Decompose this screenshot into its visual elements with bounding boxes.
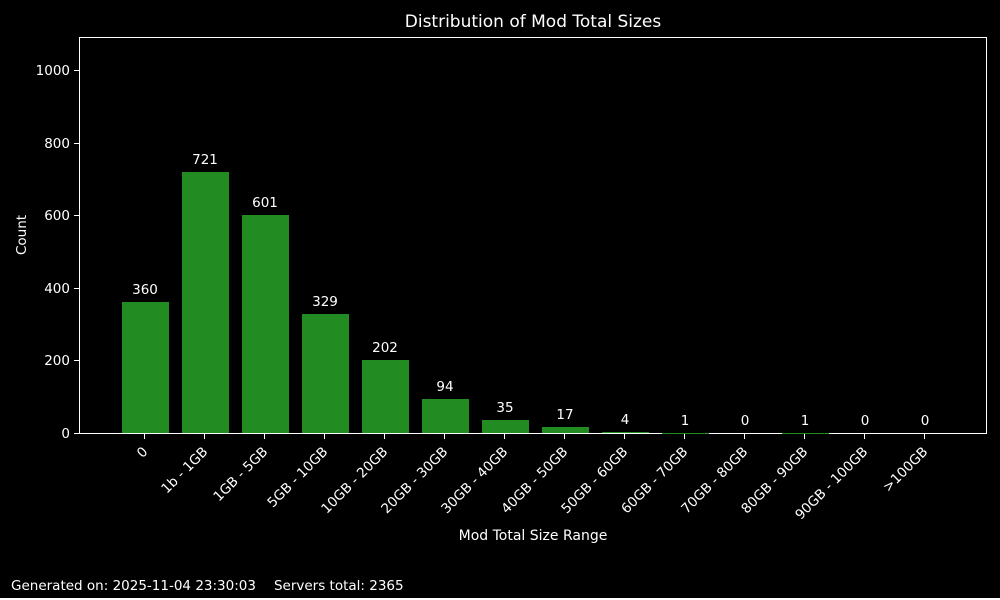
x-axis-title: Mod Total Size Range [458, 528, 608, 544]
x-tick [144, 434, 145, 439]
x-tick [324, 434, 325, 439]
x-tick-label: 0 [133, 444, 152, 462]
y-tick [74, 215, 79, 217]
x-tick [924, 434, 925, 439]
y-tick [74, 360, 79, 362]
y-tick [74, 433, 79, 434]
x-tick [744, 434, 745, 439]
x-tick [684, 434, 685, 439]
y-tick-label: 400 [44, 280, 70, 297]
bar-value-label: 94 [436, 378, 454, 395]
x-tick-label: 40GB - 50GB [498, 444, 572, 518]
servers-total-text: Servers total: 2365 [273, 578, 404, 594]
bar-value-label: 360 [132, 282, 158, 299]
bar [601, 431, 649, 433]
x-tick-label: 50GB - 60GB [558, 444, 632, 518]
figure-bottom-border [0, 598, 1000, 600]
x-tick [264, 434, 265, 439]
bar [481, 420, 529, 433]
bar-value-label: 202 [372, 339, 398, 356]
bar-value-label: 0 [860, 413, 870, 429]
y-tick-label: 600 [44, 208, 70, 225]
y-tick [74, 142, 79, 144]
chart-title: Distribution of Mod Total Sizes [404, 12, 662, 32]
y-tick-label: 0 [61, 426, 70, 442]
bar-value-label: 0 [920, 413, 930, 429]
y-tick [74, 287, 79, 289]
x-tick-label: 1b - 1GB [158, 444, 212, 497]
x-tick-label: 10GB - 20GB [318, 444, 392, 518]
x-tick [204, 434, 205, 439]
bar [121, 302, 169, 433]
y-tick [74, 70, 79, 72]
x-tick-label: 70GB - 80GB [678, 444, 752, 518]
x-tick [624, 434, 625, 439]
bar-value-label: 1 [800, 412, 810, 429]
generated-on-text: Generated on: 2025-11-04 23:30:03 [11, 578, 256, 594]
bar [541, 426, 589, 433]
bar [361, 359, 409, 433]
x-tick [804, 434, 805, 439]
footer: Generated on: 2025-11-04 23:30:03 Servers… [11, 578, 404, 594]
bar-value-label: 329 [312, 293, 338, 310]
bar-value-label: 0 [740, 413, 750, 429]
y-tick-label: 800 [44, 135, 70, 152]
x-tick-label: 20GB - 30GB [378, 444, 452, 518]
bar-value-label: 35 [496, 400, 514, 417]
bar [301, 313, 349, 433]
x-tick-label: 60GB - 70GB [618, 444, 692, 518]
x-tick-label: 30GB - 40GB [438, 444, 512, 518]
bar-value-label: 4 [620, 411, 630, 428]
x-tick [504, 434, 505, 439]
bar-value-label: 17 [556, 406, 574, 423]
x-tick [564, 434, 565, 439]
x-tick-label: 1GB - 5GB [210, 444, 272, 505]
x-tick-label: 80GB - 90GB [738, 444, 812, 518]
x-tick-label: 5GB - 10GB [264, 444, 332, 511]
x-tick-label: >100GB [879, 444, 932, 496]
x-tick-label: 90GB - 100GB [792, 444, 872, 524]
x-tick [444, 434, 445, 439]
bar [781, 432, 829, 433]
bar [241, 215, 289, 433]
plot-area: 360 721 601 329 202 94 35 17 4 1 0 1 0 0 [79, 37, 987, 434]
y-tick-label: 200 [44, 353, 70, 370]
y-tick-label: 1000 [35, 63, 70, 80]
bar-value-label: 601 [252, 195, 278, 212]
bar [421, 398, 469, 433]
bar [661, 432, 709, 433]
bar [181, 171, 229, 433]
bar-value-label: 1 [680, 412, 690, 429]
x-tick [384, 434, 385, 439]
y-axis-title: Count [14, 214, 30, 256]
bar-value-label: 721 [192, 151, 218, 168]
x-tick [864, 434, 865, 439]
